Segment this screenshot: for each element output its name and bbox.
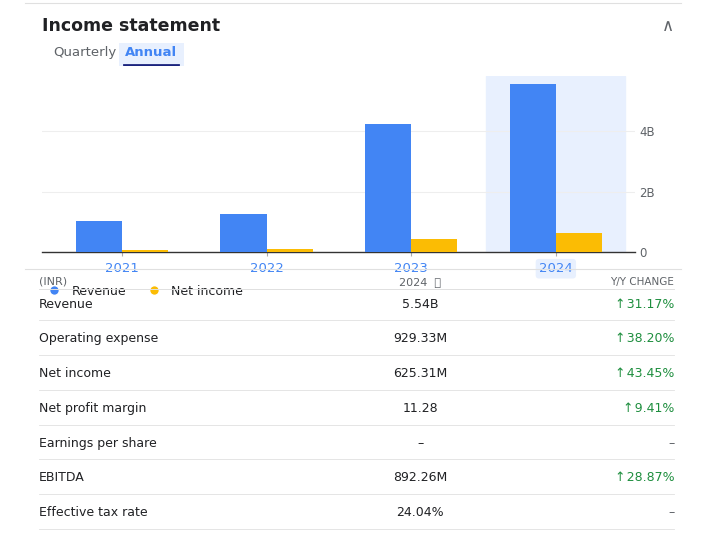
Bar	[365, 124, 411, 252]
Text: ↑ 38.20%: ↑ 38.20%	[615, 332, 674, 345]
Text: ↑ 43.45%: ↑ 43.45%	[615, 367, 674, 380]
Text: EBITDA: EBITDA	[39, 471, 85, 484]
Text: ∧: ∧	[662, 17, 674, 35]
Text: Quarterly: Quarterly	[53, 46, 116, 59]
Text: 892.26M: 892.26M	[393, 471, 447, 484]
Text: –: –	[668, 506, 674, 519]
Bar	[556, 233, 602, 252]
Text: –: –	[417, 437, 423, 450]
Legend: Revenue, Net income: Revenue, Net income	[37, 280, 249, 302]
Text: 11.28: 11.28	[402, 402, 438, 415]
Text: ↑ 9.41%: ↑ 9.41%	[623, 402, 674, 415]
Bar	[486, 76, 626, 252]
Bar	[122, 250, 168, 252]
Text: Y/Y CHANGE: Y/Y CHANGE	[611, 277, 674, 287]
Text: ↑ 28.87%: ↑ 28.87%	[615, 471, 674, 484]
Text: (INR): (INR)	[39, 277, 67, 287]
Text: –: –	[668, 437, 674, 450]
Text: 5.54B: 5.54B	[402, 298, 438, 311]
Text: 625.31M: 625.31M	[393, 367, 447, 380]
Bar	[411, 239, 457, 252]
Text: ↑ 31.17%: ↑ 31.17%	[615, 298, 674, 311]
Bar	[76, 220, 122, 252]
Bar	[267, 249, 313, 252]
Text: 2024  ⓘ: 2024 ⓘ	[399, 277, 441, 287]
Bar	[220, 214, 267, 252]
Text: Operating expense: Operating expense	[39, 332, 158, 345]
Text: Effective tax rate: Effective tax rate	[39, 506, 148, 519]
Text: Annual: Annual	[125, 46, 177, 59]
Bar	[510, 84, 556, 252]
Text: Earnings per share: Earnings per share	[39, 437, 157, 450]
Text: Revenue: Revenue	[39, 298, 93, 311]
Text: Net income: Net income	[39, 367, 111, 380]
Text: Income statement: Income statement	[42, 17, 220, 35]
Text: 929.33M: 929.33M	[393, 332, 447, 345]
Text: 24.04%: 24.04%	[396, 506, 444, 519]
Text: Net profit margin: Net profit margin	[39, 402, 146, 415]
